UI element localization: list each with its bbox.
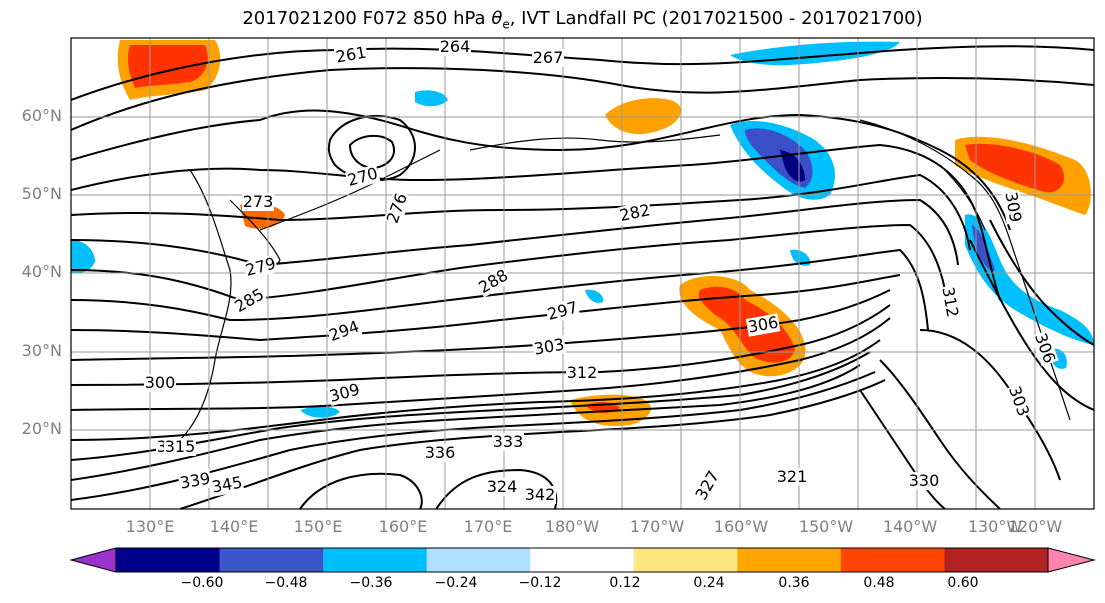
colorbar-tick: −0.36 bbox=[349, 575, 393, 591]
lon-label-150w: 150°W bbox=[798, 517, 854, 536]
colorbar-segment bbox=[840, 548, 945, 572]
contour-label: 324 bbox=[487, 477, 518, 496]
lat-label-30n: 30°N bbox=[21, 341, 62, 360]
colorbar bbox=[69, 547, 1096, 573]
graticule bbox=[71, 38, 1094, 509]
colorbar-extend-high bbox=[1048, 548, 1094, 572]
colorbar-tick: −0.12 bbox=[518, 575, 562, 591]
lon-label-170e: 170°E bbox=[463, 517, 513, 536]
lon-label-130e: 130°E bbox=[125, 517, 175, 536]
colorbar-tick: −0.48 bbox=[264, 575, 308, 591]
colorbar-extend-low bbox=[71, 548, 116, 572]
colorbar-segment bbox=[219, 548, 324, 572]
lat-label-50n: 50°N bbox=[21, 184, 62, 203]
lat-label-40n: 40°N bbox=[21, 262, 62, 281]
lon-label-180w: 180°W bbox=[544, 517, 600, 536]
contour-label: 312 bbox=[567, 363, 598, 382]
colorbar-segment bbox=[116, 548, 221, 572]
contour-label: 300 bbox=[145, 373, 176, 392]
colorbar-tick: 0.24 bbox=[693, 575, 725, 591]
lon-label-150e: 150°E bbox=[293, 517, 343, 536]
contour-label: 267 bbox=[533, 48, 564, 67]
colorbar-tick: 0.36 bbox=[778, 575, 810, 591]
lat-label-20n: 20°N bbox=[21, 419, 62, 438]
colorbar-segment bbox=[426, 548, 531, 572]
colorbar-tick: 0.12 bbox=[609, 575, 641, 591]
contour-label: 264 bbox=[440, 37, 471, 56]
colorbar-segment bbox=[633, 548, 738, 572]
contour-label: 315 bbox=[165, 437, 196, 456]
colorbar-tick: −0.24 bbox=[434, 575, 478, 591]
colorbar-segment bbox=[737, 548, 842, 572]
colorbar-tick: 0.60 bbox=[947, 575, 979, 591]
map-title: 2017021200 F072 850 hPa θe, IVT Landfall… bbox=[242, 8, 923, 32]
lon-label-130w: 130°W bbox=[967, 517, 1023, 536]
lon-label-160w: 160°W bbox=[713, 517, 769, 536]
lon-label-170w: 170°W bbox=[629, 517, 685, 536]
contour-label: 330 bbox=[909, 471, 940, 490]
contour-label: 342 bbox=[525, 485, 556, 504]
lat-label-60n: 60°N bbox=[21, 106, 62, 125]
contour-label: 321 bbox=[777, 467, 808, 486]
colorbar-segment bbox=[530, 548, 635, 572]
lon-label-160e: 160°E bbox=[378, 517, 428, 536]
contour-label: 273 bbox=[243, 192, 274, 211]
lon-label-140w: 140°W bbox=[882, 517, 938, 536]
lon-label-120w: 120°W bbox=[1007, 517, 1063, 536]
colorbar-segment bbox=[944, 548, 1049, 572]
lon-label-140e: 140°E bbox=[209, 517, 259, 536]
colorbar-tick: −0.60 bbox=[180, 575, 224, 591]
contour-label: 333 bbox=[493, 432, 524, 451]
colorbar-tick: 0.48 bbox=[863, 575, 895, 591]
contour-label: 336 bbox=[425, 443, 456, 462]
colorbar-segment bbox=[323, 548, 428, 572]
